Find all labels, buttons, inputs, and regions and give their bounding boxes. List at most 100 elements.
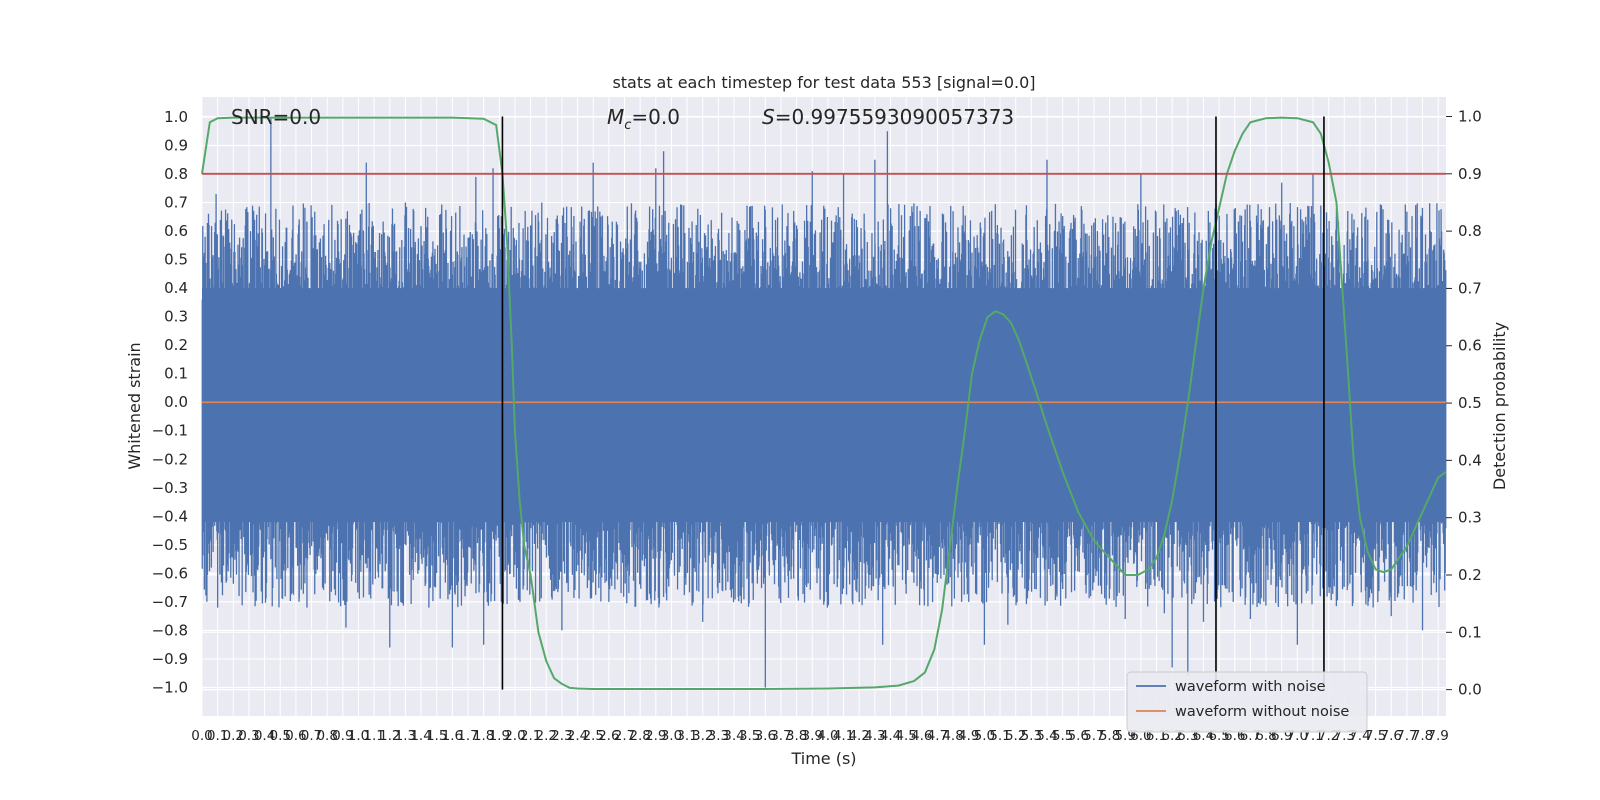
legend: waveform with noise waveform without noi… [1126, 671, 1368, 733]
x-tick-label: 2.0 [504, 728, 525, 744]
y-axis-right: 0.0 0.1 0.2 0.3 0.4 0.5 0.6 0.7 0.8 0.9 1.0 [1446, 107, 1482, 699]
x-tick-label: 5.3 [1021, 728, 1042, 744]
x-tick-label: 0.2 [223, 728, 244, 744]
x-tick-label: 7.9 [1427, 728, 1448, 744]
mc-value: =0.0 [631, 105, 680, 129]
y-tick-label-left: 0.4 [164, 279, 188, 297]
y-tick-label-left: −0.5 [152, 536, 188, 554]
y-tick-label-right: 0.9 [1458, 165, 1482, 183]
x-tick-label: 3.2 [692, 728, 713, 744]
x-tick-label: 0.6 [285, 728, 306, 744]
y-tick-label-left: 0.1 [164, 365, 188, 383]
line-series [201, 116, 1447, 691]
y-tick-label-left: 0.5 [164, 251, 188, 269]
legend-box [1126, 671, 1368, 733]
x-tick-label: 5.6 [1068, 728, 1089, 744]
y-tick-label-right: 0.6 [1458, 337, 1482, 355]
y-axis-label-left: Whitened strain [125, 342, 144, 469]
y-tick-label-left: −0.4 [152, 507, 188, 525]
x-tick-label: 5.1 [989, 728, 1010, 744]
x-tick-label: 4.7 [927, 728, 948, 744]
x-tick-label: 0.3 [238, 728, 259, 744]
x-tick-label: 2.3 [551, 728, 572, 744]
x-tick-label: 3.9 [802, 728, 823, 744]
s-symbol: S [762, 105, 775, 129]
x-tick-label: 1.4 [410, 728, 431, 744]
y-tick-label-right: 0.1 [1458, 623, 1482, 641]
x-tick-label: 1.2 [379, 728, 400, 744]
x-tick-label: 3.3 [708, 728, 729, 744]
chart-title: stats at each timestep for test data 553… [612, 73, 1035, 92]
x-tick-label: 4.0 [817, 728, 838, 744]
x-tick-label: 1.5 [426, 728, 447, 744]
y-tick-label-left: 0.6 [164, 222, 188, 240]
x-tick-label: 3.7 [770, 728, 791, 744]
x-tick-label: 7.8 [1412, 728, 1433, 744]
x-tick-label: 5.7 [1083, 728, 1104, 744]
y-tick-label-right: 0.4 [1458, 451, 1482, 469]
x-tick-label: 0.0 [191, 728, 212, 744]
x-tick-label: 1.3 [395, 728, 416, 744]
x-tick-label: 2.5 [582, 728, 603, 744]
x-tick-label: 1.6 [442, 728, 463, 744]
y-tick-label-right: 0.8 [1458, 222, 1482, 240]
y-tick-label-left: −0.6 [152, 564, 188, 582]
y-tick-label-left: 1.0 [164, 108, 188, 126]
x-tick-label: 2.9 [645, 728, 666, 744]
x-tick-label: 4.9 [958, 728, 979, 744]
x-tick-label: 5.0 [974, 728, 995, 744]
x-tick-label: 2.1 [520, 728, 541, 744]
snr-annotation: SNR=0.0 [231, 105, 321, 129]
y-tick-label-left: 0.7 [164, 194, 188, 212]
y-tick-label-left: 0.8 [164, 165, 188, 183]
y-tick-label-left: 0.0 [164, 393, 188, 411]
series-detection-probability [201, 116, 1447, 691]
y-tick-label-right: 0.5 [1458, 394, 1482, 412]
x-tick-label: 5.5 [1052, 728, 1073, 744]
y-tick-label-right: 0.3 [1458, 509, 1482, 527]
legend-label-waveform-without-noise: waveform without noise [1175, 704, 1349, 720]
x-tick-label: 7.5 [1365, 728, 1386, 744]
x-tick-label: 1.7 [457, 728, 478, 744]
x-tick-label: 3.1 [676, 728, 697, 744]
x-tick-label: 4.2 [848, 728, 869, 744]
x-tick-label: 4.6 [911, 728, 932, 744]
x-tick-label: 3.4 [723, 728, 744, 744]
y-tick-label-left: 0.3 [164, 308, 188, 326]
y-tick-label-left: −0.3 [152, 479, 188, 497]
y-tick-label-left: −0.8 [152, 621, 188, 639]
y-tick-label-right: 0.0 [1458, 681, 1482, 699]
x-tick-label: 2.7 [614, 728, 635, 744]
y-tick-label-left: −0.9 [152, 650, 188, 668]
y-axis-label-right: Detection probability [1490, 322, 1509, 490]
y-tick-label-left: −0.2 [152, 450, 188, 468]
x-tick-label: 0.1 [207, 728, 228, 744]
x-tick-label: 3.8 [786, 728, 807, 744]
x-tick-label: 4.3 [864, 728, 885, 744]
x-tick-label: 3.5 [739, 728, 760, 744]
x-tick-label: 0.4 [254, 728, 275, 744]
y-tick-label-right: 1.0 [1458, 107, 1482, 125]
x-tick-label: 2.4 [567, 728, 588, 744]
x-tick-label: 7.6 [1380, 728, 1401, 744]
x-tick-label: 5.2 [1005, 728, 1026, 744]
reference-lines [202, 116, 1446, 690]
x-tick-label: 4.5 [895, 728, 916, 744]
y-tick-label-left: −0.1 [152, 422, 188, 440]
x-tick-label: 2.6 [598, 728, 619, 744]
x-tick-label: 4.1 [833, 728, 854, 744]
mc-symbol: M [607, 105, 624, 129]
x-tick-label: 3.0 [661, 728, 682, 744]
x-tick-label: 4.8 [942, 728, 963, 744]
x-tick-label: 2.2 [536, 728, 557, 744]
x-tick-label: 2.8 [629, 728, 650, 744]
y-tick-label-left: −0.7 [152, 593, 188, 611]
y-tick-label-left: 0.2 [164, 336, 188, 354]
x-tick-label: 0.7 [301, 728, 322, 744]
x-tick-label: 5.4 [1036, 728, 1057, 744]
x-tick-label: 0.5 [269, 728, 290, 744]
mc-annotation: Mc=0.0 [607, 105, 680, 133]
x-tick-label: 7.7 [1396, 728, 1417, 744]
y-axis-left: −1.0 −0.9 −0.8 −0.7 −0.6 −0.5 −0.4 −0.3 −0.2 −0.1… [152, 108, 188, 697]
